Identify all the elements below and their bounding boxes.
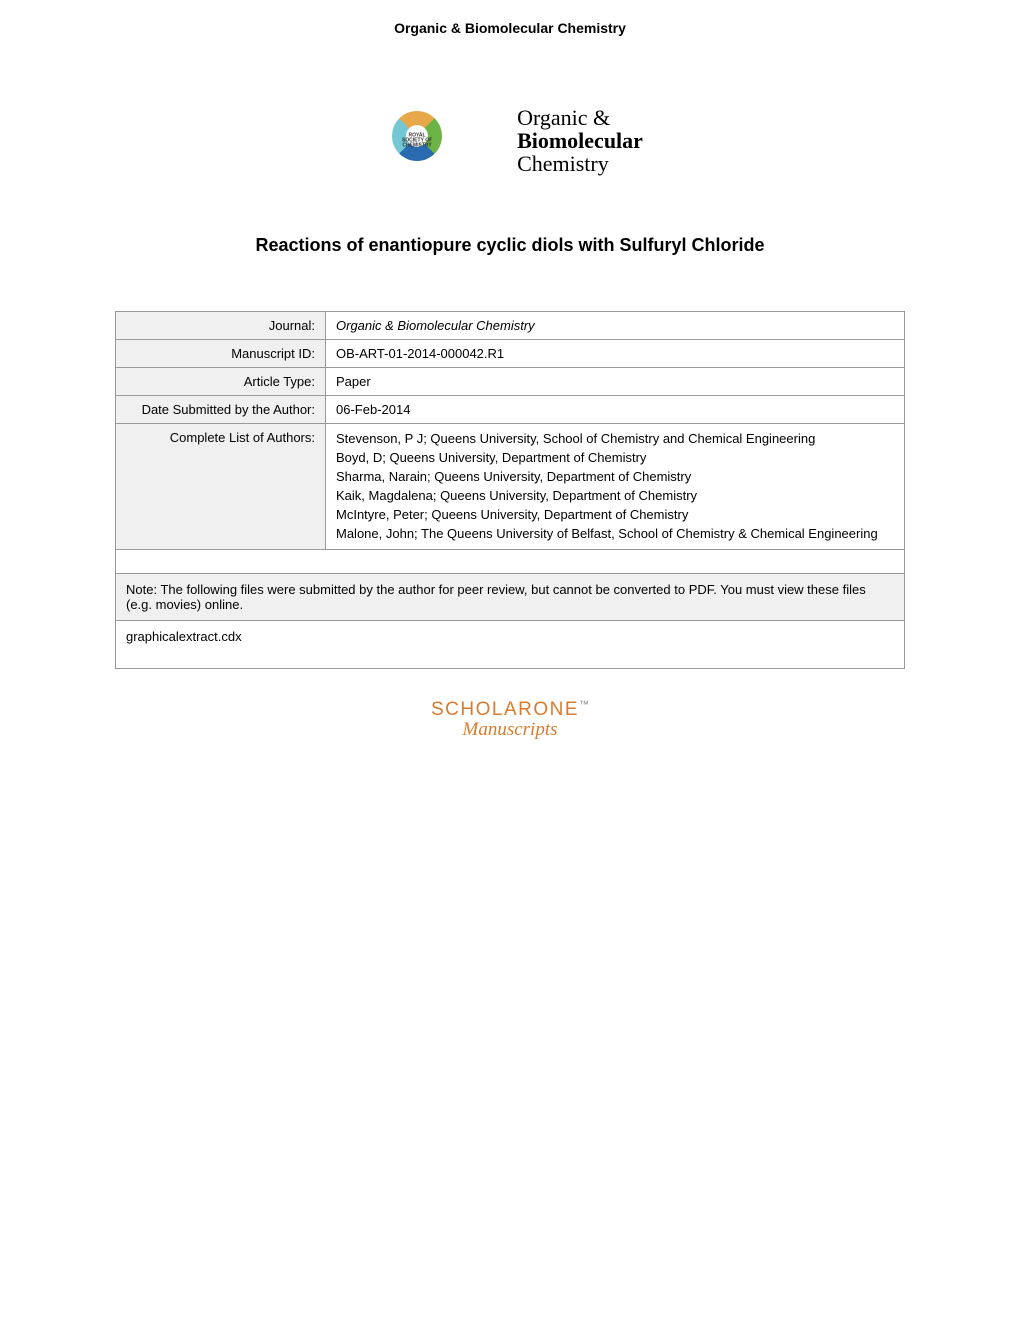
authors-list: Stevenson, P J; Queens University, Schoo… [336,430,894,543]
journal-logo-line3: Chemistry [517,152,643,175]
value-authors: Stevenson, P J; Queens University, Schoo… [326,424,905,550]
table-spacer-row [116,550,905,574]
metadata-table: Journal: Organic & Biomolecular Chemistr… [115,311,905,669]
manuscripts-text: Manuscripts [0,719,1020,741]
journal-name-header: Organic & Biomolecular Chemistry [394,20,626,36]
table-file-row: graphicalextract.cdx [116,621,905,669]
article-title: Reactions of enantiopure cyclic diols wi… [0,235,1020,256]
author-entry: McIntyre, Peter; Queens University, Depa… [336,506,894,525]
label-authors: Complete List of Authors: [116,424,326,550]
logo-row: ROYAL SOCIETY OF CHEMISTRY Organic & Bio… [0,106,1020,175]
value-journal: Organic & Biomolecular Chemistry [326,312,905,340]
note-text: Note: The following files were submitted… [116,574,905,621]
table-note-row: Note: The following files were submitted… [116,574,905,621]
scholarone-text: SCHOLARONE™ [0,699,1020,721]
trademark-symbol: ™ [579,700,589,711]
author-entry: Boyd, D; Queens University, Department o… [336,449,894,468]
value-date-submitted: 06-Feb-2014 [326,396,905,424]
rsc-logo-text: ROYAL SOCIETY OF CHEMISTRY [397,133,437,148]
attached-file: graphicalextract.cdx [116,621,905,669]
author-entry: Kaik, Magdalena; Queens University, Depa… [336,487,894,506]
rsc-logo: ROYAL SOCIETY OF CHEMISTRY [377,111,457,171]
table-row-journal: Journal: Organic & Biomolecular Chemistr… [116,312,905,340]
author-entry: Sharma, Narain; Queens University, Depar… [336,468,894,487]
table-row-manuscript-id: Manuscript ID: OB-ART-01-2014-000042.R1 [116,340,905,368]
table-row-article-type: Article Type: Paper [116,368,905,396]
author-entry: Malone, John; The Queens University of B… [336,525,894,544]
value-manuscript-id: OB-ART-01-2014-000042.R1 [326,340,905,368]
label-manuscript-id: Manuscript ID: [116,340,326,368]
journal-logo-line2: Biomolecular [517,129,643,152]
table-row-date-submitted: Date Submitted by the Author: 06-Feb-201… [116,396,905,424]
footer-logo: SCHOLARONE™ Manuscripts [0,699,1020,741]
scholarone-word: SCHOLARONE [431,699,579,720]
author-entry: Stevenson, P J; Queens University, Schoo… [336,430,894,449]
value-article-type: Paper [326,368,905,396]
label-journal: Journal: [116,312,326,340]
label-article-type: Article Type: [116,368,326,396]
table-row-authors: Complete List of Authors: Stevenson, P J… [116,424,905,550]
journal-logo-line1: Organic & [517,106,643,129]
page-header: Organic & Biomolecular Chemistry [0,20,1020,36]
journal-logo: Organic & Biomolecular Chemistry [517,106,643,175]
label-date-submitted: Date Submitted by the Author: [116,396,326,424]
